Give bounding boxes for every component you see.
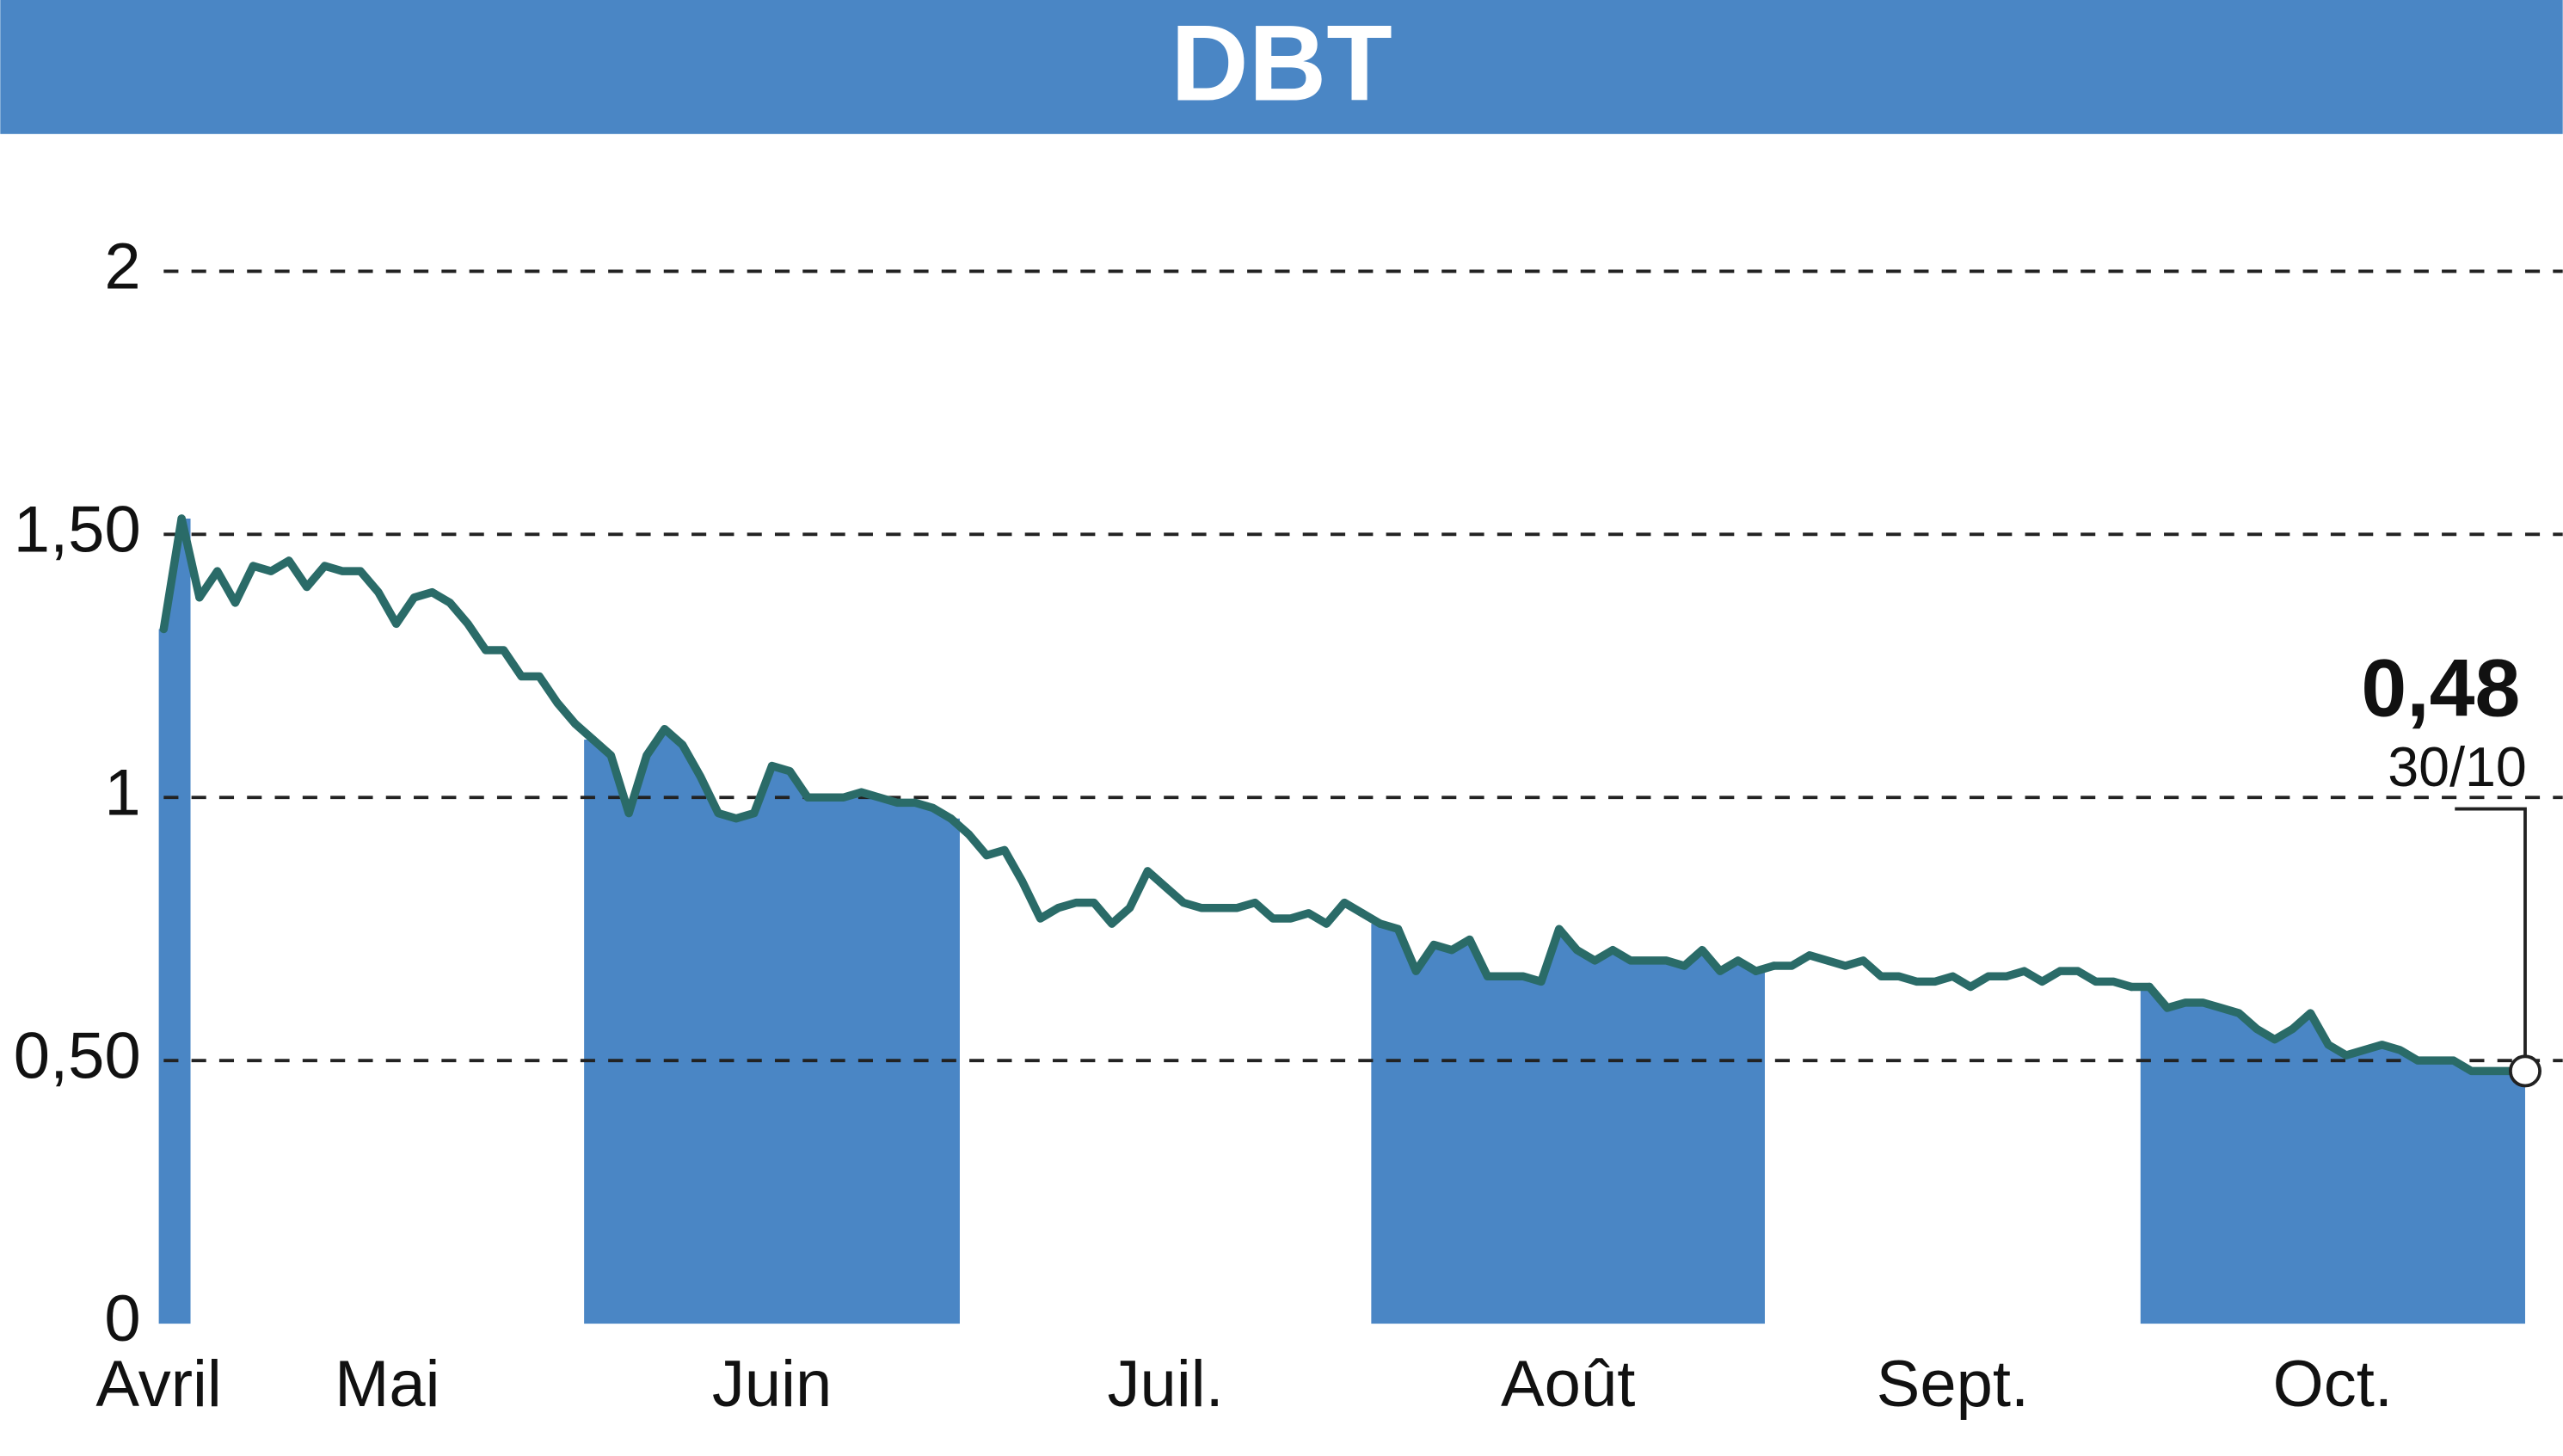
chart-title: DBT — [1171, 3, 1392, 124]
x-tick-label: Mai — [335, 1348, 439, 1421]
x-tick-label: Juil. — [1108, 1348, 1224, 1421]
x-tick-label: Oct. — [2273, 1348, 2393, 1421]
x-tick-label: Sept. — [1877, 1348, 2029, 1421]
y-tick-label: 0,50 — [14, 1019, 141, 1092]
price-line — [159, 514, 186, 634]
price-line — [964, 830, 1367, 928]
x-tick-label: Juin — [712, 1348, 832, 1421]
last-date-label: 30/10 — [2388, 736, 2527, 798]
last-point — [2508, 1054, 2541, 1088]
month-area — [584, 728, 960, 1324]
y-tick-label: 1 — [104, 756, 140, 829]
month-area — [2140, 986, 2525, 1324]
last-value-label: 0,48 — [2361, 643, 2520, 734]
y-tick-label: 1,50 — [14, 493, 141, 566]
month-area — [158, 518, 191, 1324]
price-line — [1376, 919, 1761, 986]
month-area — [1371, 924, 1765, 1324]
y-tick-label: 0 — [104, 1282, 140, 1355]
price-line — [195, 556, 580, 728]
x-tick-label: Avril — [95, 1348, 221, 1421]
title-bar — [0, 0, 2563, 134]
x-tick-label: Août — [1501, 1348, 1635, 1421]
line-connector — [177, 514, 204, 602]
callout-line — [2455, 807, 2527, 1072]
price-line — [2145, 982, 2529, 1076]
price-line — [588, 724, 956, 823]
y-tick-label: 2 — [104, 230, 140, 303]
price-line — [1769, 951, 2136, 992]
